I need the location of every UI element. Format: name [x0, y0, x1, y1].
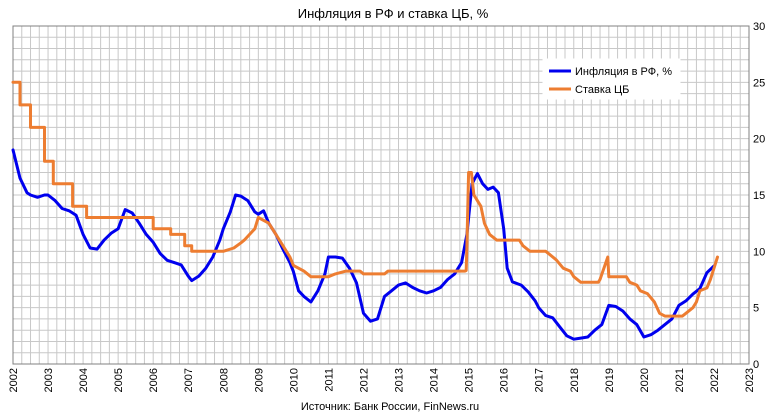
y-tick-label: 25 [753, 77, 765, 89]
y-tick-label: 10 [753, 246, 765, 258]
legend-label: Ставка ЦБ [575, 84, 629, 96]
x-tick-label: 2010 [288, 368, 300, 392]
x-tick-label: 2005 [113, 368, 125, 392]
legend-label: Инфляция в РФ, % [575, 66, 672, 78]
x-tick-label: 2004 [78, 368, 90, 392]
x-tick-label: 2022 [709, 368, 721, 392]
x-tick-label: 2011 [323, 368, 335, 392]
source-note: Источник: Банк России, FinNews.ru [301, 401, 479, 413]
x-tick-label: 2023 [744, 368, 756, 392]
legend: Инфляция в РФ, % Ставка ЦБ [542, 58, 681, 100]
x-tick-label: 2013 [394, 368, 406, 392]
series-layer [11, 80, 719, 341]
grid [12, 25, 750, 365]
x-axis-ticks: 2002 2003 2004 2005 2006 2007 2008 2009 2010 2011… [8, 368, 756, 392]
y-tick-label: 15 [753, 190, 765, 202]
series-line-2 [11, 80, 719, 318]
x-tick-label: 2014 [429, 368, 441, 392]
x-tick-label: 2008 [218, 368, 230, 392]
series-line-1 [11, 148, 716, 341]
x-tick-label: 2018 [569, 368, 581, 392]
x-tick-label: 2012 [358, 368, 370, 392]
x-tick-label: 2006 [148, 368, 160, 392]
x-tick-label: 2007 [183, 368, 195, 392]
x-tick-label: 2009 [253, 368, 265, 392]
y-tick-label: 20 [753, 134, 765, 146]
x-tick-label: 2015 [464, 368, 476, 392]
x-tick-label: 2019 [604, 368, 616, 392]
x-tick-label: 2017 [534, 368, 546, 392]
y-axis-ticks: 0 5 10 15 20 25 30 [753, 21, 765, 371]
legend-box [542, 58, 681, 100]
y-tick-label: 5 [753, 303, 759, 315]
chart-title: Инфляция в РФ и ставка ЦБ, % [298, 6, 489, 21]
y-tick-label: 30 [753, 21, 765, 33]
x-tick-label: 2020 [639, 368, 651, 392]
x-tick-label: 2003 [43, 368, 55, 392]
x-tick-label: 2002 [8, 368, 20, 392]
x-tick-label: 2016 [499, 368, 511, 392]
x-tick-label: 2021 [674, 368, 686, 392]
plot-frame [12, 25, 750, 365]
y-tick-label: 0 [753, 359, 759, 371]
